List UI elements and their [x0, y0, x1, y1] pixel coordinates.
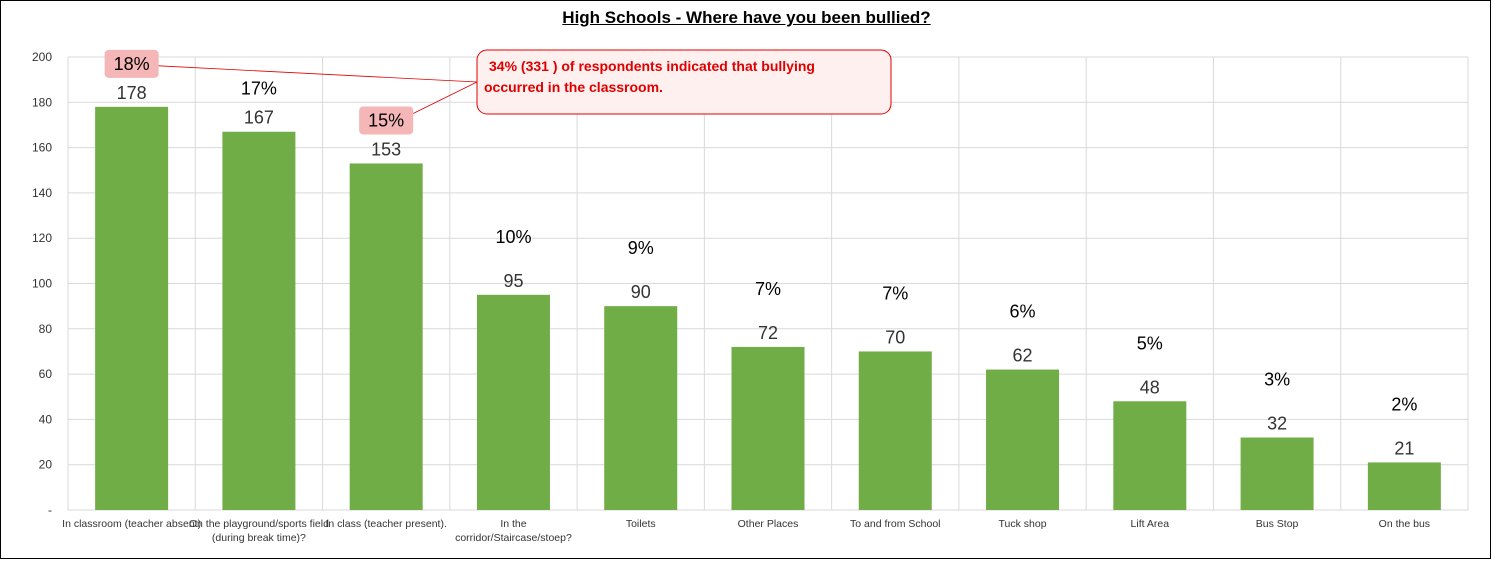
x-axis-labels: In classroom (teacher absent)On the play…: [62, 518, 1430, 544]
x-tick-label: Lift Area: [1131, 518, 1170, 530]
x-tick-label: To and from School: [850, 518, 940, 530]
x-tick-label: In class (teacher present).: [325, 518, 446, 530]
bar-percent-label: 3%: [1264, 370, 1290, 390]
bar-value-label: 62: [1013, 346, 1033, 366]
x-tick-label: Bus Stop: [1256, 518, 1299, 530]
bar: [604, 306, 678, 510]
bar-value-label: 48: [1140, 377, 1160, 397]
bar-value-label: 153: [371, 139, 401, 159]
x-tick-label: Tuck shop: [999, 518, 1047, 530]
bar-value-label: 167: [244, 108, 274, 128]
bar-percent-label: 5%: [1137, 333, 1163, 353]
bar-percent-label: 17%: [241, 79, 277, 99]
y-tick-label: 140: [32, 186, 52, 200]
callout-box: [476, 49, 892, 115]
bar-value-label: 21: [1394, 438, 1414, 458]
x-tick-label: On the bus: [1379, 518, 1430, 530]
x-tick-label: In classroom (teacher absent): [62, 518, 201, 530]
bar-percent-label: 6%: [1010, 302, 1036, 322]
x-tick-label: Toilets: [626, 518, 656, 530]
y-axis: - 20 40 60 80 100 120 140 160 180 200: [32, 50, 52, 517]
y-tick-label: -: [48, 503, 52, 517]
y-tick-label: 80: [39, 322, 53, 336]
callout-arrow: [413, 81, 478, 114]
y-tick-label: 20: [39, 458, 53, 472]
chart-title: High Schools - Where have you been bulli…: [562, 8, 931, 27]
bar: [1367, 462, 1441, 510]
bar: [476, 294, 550, 510]
y-tick-label: 120: [32, 231, 52, 245]
y-tick-label: 160: [32, 141, 52, 155]
bar: [95, 106, 169, 510]
bar-value-label: 70: [885, 327, 905, 347]
percent-highlight: [104, 49, 159, 78]
bar-value-label: 178: [117, 83, 147, 103]
x-tick-label: In the corridor/Staircase/stoep?: [455, 518, 572, 544]
x-tick-label: On the playground/sports field (during br…: [189, 518, 329, 544]
y-tick-label: 180: [32, 95, 52, 109]
bar-value-label: 95: [503, 271, 523, 291]
bar-percent-label: 15%: [368, 110, 404, 130]
callout-text-line1: 34% (331 ) of respondents indicated that…: [489, 58, 815, 74]
bar-value-label: 32: [1267, 414, 1287, 434]
bar: [986, 369, 1060, 510]
bar: [1113, 401, 1187, 510]
bar: [1240, 437, 1314, 510]
bars: 178 18% 167 17% 153 15% 95 10% 90 9% 72 7% 70 7% 62 6% 4…: [95, 49, 1441, 510]
y-tick-label: 100: [32, 277, 52, 291]
y-tick-label: 200: [32, 50, 52, 64]
bar-percent-label: 7%: [755, 279, 781, 299]
callout-arrow: [158, 65, 478, 83]
bar-value-label: 72: [758, 323, 778, 343]
bar: [858, 351, 932, 510]
bar: [222, 131, 296, 510]
percent-highlight: [359, 106, 414, 135]
bar-percent-label: 18%: [114, 54, 150, 74]
x-tick-label: Other Places: [738, 518, 799, 530]
callout-text-line2: occurred in the classroom.: [484, 79, 663, 95]
bar-percent-label: 10%: [495, 227, 531, 247]
callout-annotation: 34% (331 ) of respondents indicated that…: [158, 49, 892, 115]
bar: [731, 346, 805, 510]
bar-percent-label: 7%: [882, 283, 908, 303]
bar-percent-label: 2%: [1391, 394, 1417, 414]
y-tick-label: 60: [39, 367, 53, 381]
bar-percent-label: 9%: [628, 238, 654, 258]
y-tick-label: 40: [39, 412, 53, 426]
bar: [349, 163, 423, 510]
bar-value-label: 90: [631, 282, 651, 302]
